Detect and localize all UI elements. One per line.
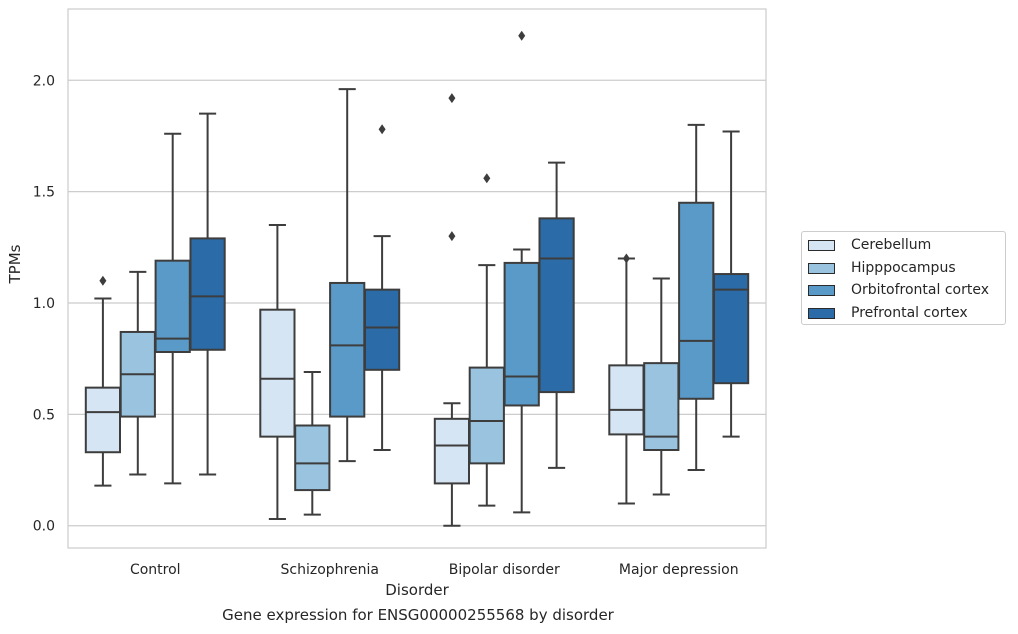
x-tick-labels: Control Schizophrenia Bipolar disorder Majo…	[130, 562, 739, 578]
legend-swatch-prefrontal-cortex	[808, 307, 835, 319]
legend-swatch-orbitofrontal-cortex	[808, 284, 835, 296]
legend-swatch-cerebellum	[808, 239, 835, 251]
box-group	[154, 132, 191, 485]
legend-item-orbitofrontal-cortex: Orbitofrontal cortex	[808, 280, 989, 300]
y-tick-label: 0.5	[33, 407, 55, 423]
box-group	[329, 88, 366, 463]
legend-item-cerebellum: Cerebellum	[808, 235, 931, 255]
y-tick-label: 1.5	[33, 185, 55, 201]
box	[259, 308, 296, 438]
box-group	[189, 112, 226, 476]
box	[329, 281, 366, 418]
box	[538, 217, 575, 394]
legend-item-hipppocampus: Hipppocampus	[808, 258, 956, 278]
outlier-point	[378, 124, 386, 135]
y-axis-label: TPMs	[6, 244, 24, 284]
box-group	[84, 275, 122, 487]
box	[503, 261, 540, 407]
legend-item-prefrontal-cortex: Prefrontal cortex	[808, 303, 968, 323]
legend-label-hipppocampus: Hipppocampus	[851, 260, 956, 276]
legend-label-cerebellum: Cerebellum	[851, 237, 932, 253]
legend-label-prefrontal-cortex: Prefrontal cortex	[851, 305, 968, 321]
box-group	[503, 30, 540, 514]
box-group	[294, 371, 331, 516]
box-group	[712, 130, 750, 438]
box	[433, 417, 471, 485]
outlier-point	[448, 93, 456, 104]
outlier-point	[448, 231, 456, 242]
box	[608, 364, 645, 436]
y-tick-labels: 0.0 0.5 1.0 1.5 2.0	[33, 73, 55, 534]
legend-swatch-hipppocampus	[808, 262, 835, 274]
box-group	[259, 224, 296, 521]
box	[294, 424, 331, 492]
box	[84, 386, 122, 454]
box-groups	[84, 30, 750, 527]
x-tick-label: Schizophrenia	[281, 562, 379, 578]
x-axis-label: Disorder	[385, 581, 449, 599]
figure-caption: Gene expression for ENSG00000255568 by d…	[222, 606, 614, 624]
box	[643, 362, 680, 451]
box	[678, 201, 715, 400]
box-group	[538, 161, 575, 469]
outlier-point	[99, 275, 107, 286]
y-tick-label: 0.0	[33, 519, 55, 535]
outlier-point	[483, 173, 491, 184]
box	[363, 288, 401, 371]
box-group	[468, 173, 505, 507]
legend-label-orbitofrontal-cortex: Orbitofrontal cortex	[851, 282, 989, 298]
box-group	[608, 253, 645, 505]
y-tick-label: 2.0	[33, 73, 55, 89]
x-tick-label: Major depression	[619, 562, 739, 578]
box	[712, 273, 750, 385]
box	[189, 237, 226, 351]
box	[468, 366, 505, 465]
box-group	[678, 123, 715, 472]
plot-frame	[67, 8, 767, 549]
x-tick-label: Control	[130, 562, 181, 578]
box-group	[363, 124, 401, 451]
legend: Cerebellum Hipppocampus Orbitofrontal co…	[801, 231, 1006, 325]
outlier-point	[622, 253, 630, 264]
outlier-point	[518, 30, 526, 41]
box-group	[433, 93, 471, 527]
x-tick-label: Bipolar disorder	[449, 562, 560, 578]
box-group	[119, 270, 156, 476]
box-group	[643, 277, 680, 496]
y-tick-label: 1.0	[33, 296, 55, 312]
